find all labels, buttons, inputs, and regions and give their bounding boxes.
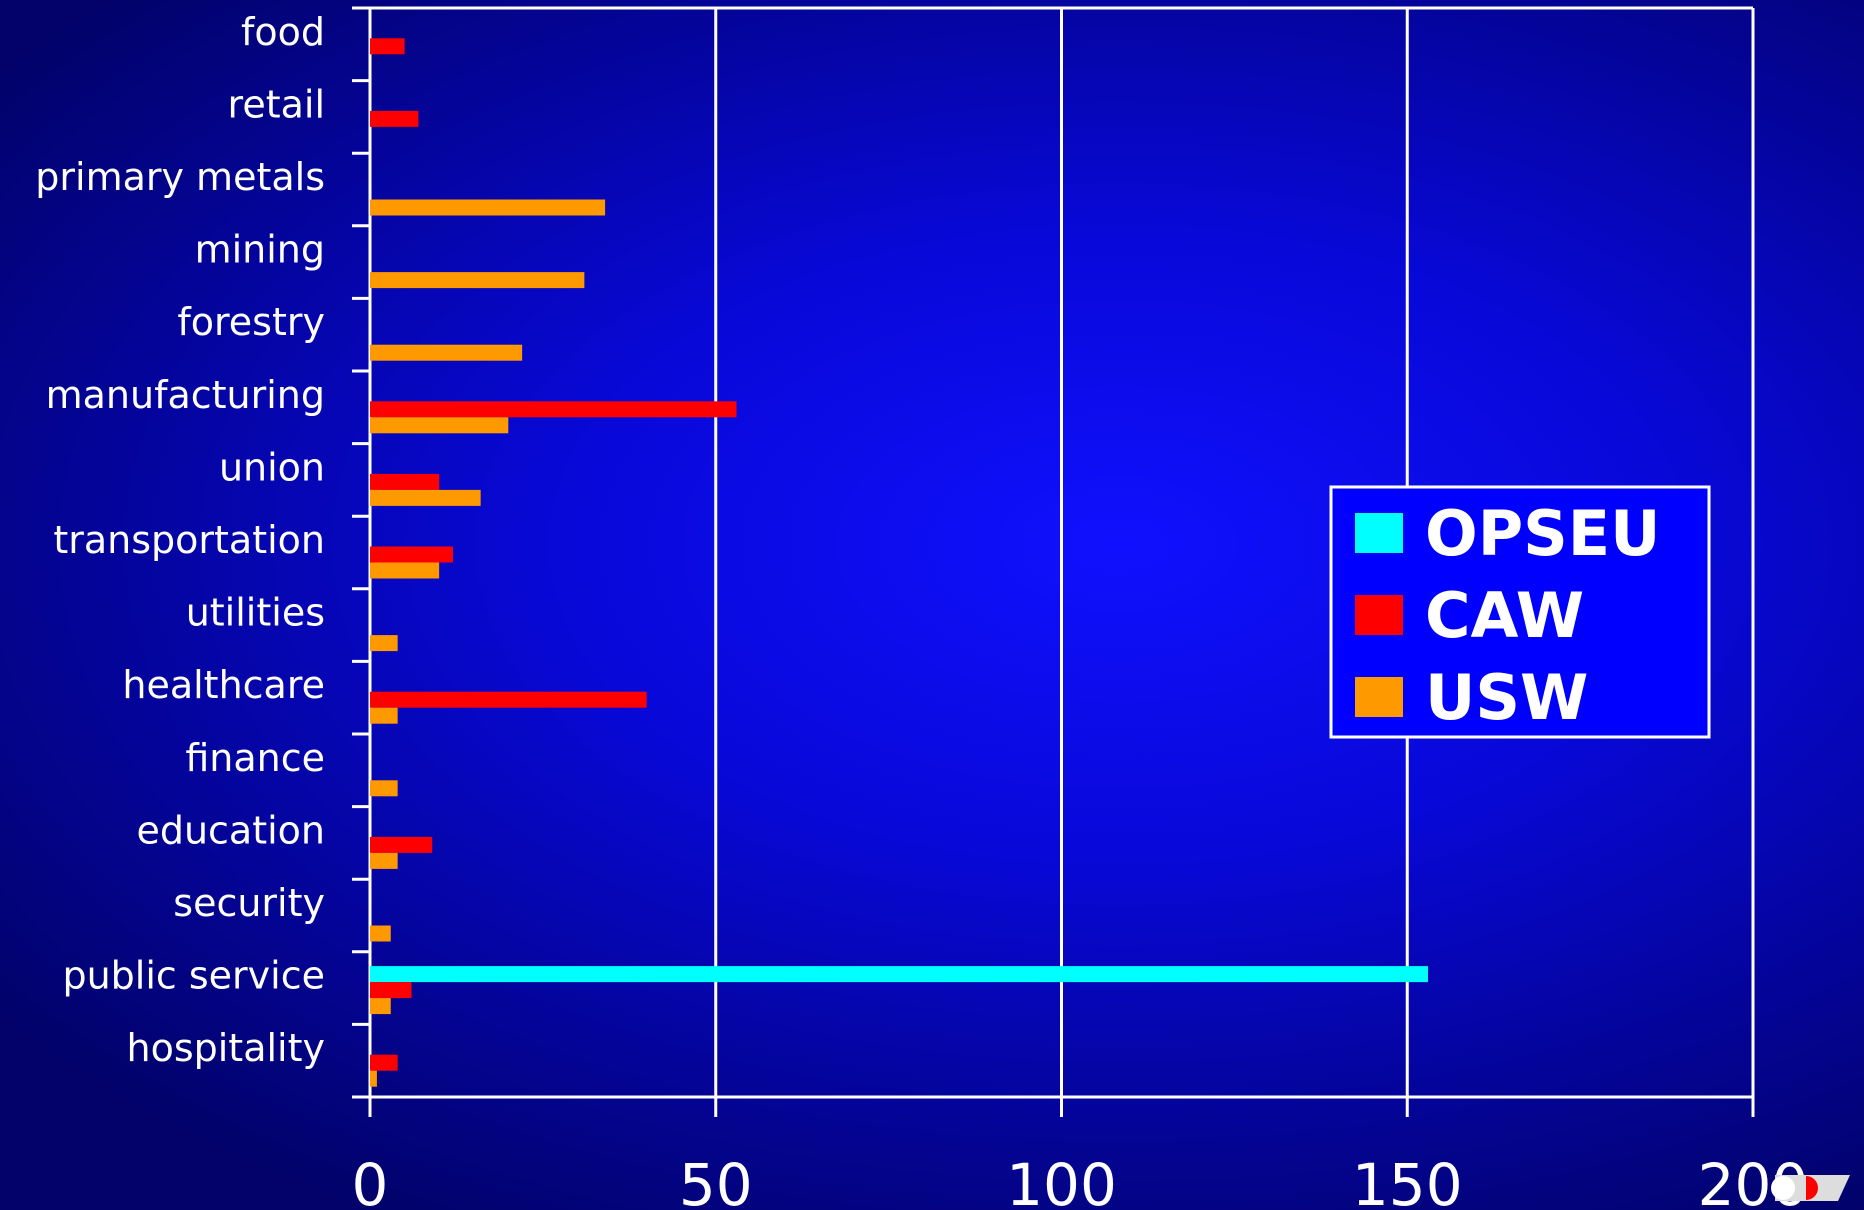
- x-tick-label-0: 0: [352, 1151, 389, 1210]
- bar-usw-mining: [370, 272, 585, 289]
- category-label-manufacturing: manufacturing: [46, 373, 325, 417]
- bar-usw-union: [370, 489, 481, 506]
- legend: OPSEU CAW USW: [1329, 485, 1711, 739]
- corner-badge: [1771, 1175, 1850, 1201]
- bars: [370, 38, 1428, 1087]
- axes: [352, 6, 1755, 1117]
- category-label-public-service: public service: [62, 954, 325, 998]
- bar-usw-forestry: [370, 344, 523, 361]
- legend-label-caw: CAW: [1425, 579, 1584, 652]
- category-label-security: security: [173, 881, 325, 925]
- bar-usw-hospitality: [370, 1070, 377, 1087]
- category-label-healthcare: healthcare: [122, 663, 325, 707]
- bar-caw-public-service: [370, 982, 412, 999]
- category-label-transportation: transportation: [53, 518, 325, 562]
- category-label-utilities: utilities: [186, 591, 325, 635]
- category-label-primary-metals: primary metals: [35, 155, 325, 199]
- bar-usw-primary-metals: [370, 199, 606, 216]
- x-tick-label-50: 50: [679, 1151, 753, 1210]
- bar-caw-healthcare: [370, 691, 647, 708]
- bar-usw-finance: [370, 780, 398, 797]
- x-tick-labels: 0 50 100 150 200: [352, 1151, 1809, 1210]
- legend-label-usw: USW: [1425, 661, 1588, 734]
- bar-caw-retail: [370, 110, 419, 127]
- category-label-finance: finance: [185, 736, 325, 780]
- legend-swatch-caw: [1355, 595, 1403, 635]
- legend-label-opseu: OPSEU: [1425, 497, 1661, 570]
- grid-lines: [370, 6, 1755, 1097]
- category-label-hospitality: hospitality: [127, 1026, 326, 1070]
- bar-caw-food: [370, 38, 405, 55]
- bar-usw-manufacturing: [370, 417, 509, 434]
- bar-caw-education: [370, 836, 433, 853]
- category-label-education: education: [136, 808, 325, 852]
- bar-opseu-public-service: [370, 966, 1428, 983]
- bar-usw-public-service: [370, 998, 391, 1015]
- x-tick-label-100: 100: [1006, 1151, 1117, 1210]
- category-label-retail: retail: [228, 82, 325, 126]
- category-label-forestry: forestry: [177, 300, 325, 344]
- bar-caw-manufacturing: [370, 401, 737, 418]
- bar-usw-transportation: [370, 562, 440, 579]
- category-label-mining: mining: [195, 228, 325, 272]
- category-label-union: union: [219, 445, 325, 489]
- bar-caw-hospitality: [370, 1054, 398, 1071]
- legend-swatch-opseu: [1355, 513, 1403, 553]
- bar-usw-security: [370, 925, 391, 942]
- bar-usw-healthcare: [370, 707, 398, 724]
- legend-swatch-usw: [1355, 677, 1403, 717]
- bar-caw-transportation: [370, 546, 453, 563]
- bar-usw-education: [370, 852, 398, 869]
- x-tick-label-150: 150: [1352, 1151, 1463, 1210]
- category-labels: food retail primary metals mining forestry ma…: [35, 10, 325, 1070]
- bar-usw-utilities: [370, 635, 398, 652]
- bar-caw-union: [370, 473, 440, 490]
- category-label-food: food: [241, 10, 325, 54]
